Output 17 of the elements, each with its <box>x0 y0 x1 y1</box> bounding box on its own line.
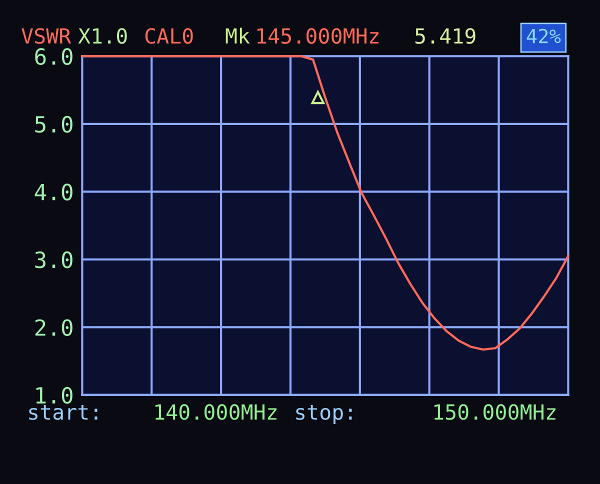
text: 140.000MHz <box>156 404 276 420</box>
text: start: <box>29 404 98 420</box>
text: VSWR <box>22 28 72 44</box>
text: X1.0 <box>78 28 127 44</box>
text: 145.000MHz <box>258 28 378 44</box>
y-tick-label: 1.0 <box>36 386 72 404</box>
y-tick-label: 4.0 <box>34 184 72 200</box>
y-tick-label: 2.0 <box>35 319 72 336</box>
text: 150.000MHz <box>434 404 556 420</box>
text: CAL0 <box>145 28 193 44</box>
text: Mk <box>226 28 250 44</box>
y-tick-label: 3.0 <box>35 251 72 268</box>
y-tick-label: 5.0 <box>35 116 72 133</box>
text: 42% <box>526 28 561 44</box>
text: stop: <box>296 404 352 424</box>
text: 5.419 <box>415 28 476 44</box>
y-tick-label: 6.0 <box>35 48 72 65</box>
